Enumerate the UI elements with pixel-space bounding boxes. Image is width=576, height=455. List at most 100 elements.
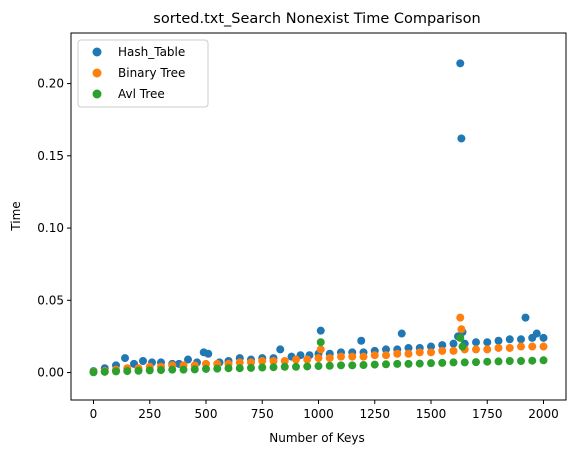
data-point <box>337 361 345 370</box>
data-point <box>456 59 465 68</box>
data-point <box>472 345 480 354</box>
data-point <box>204 349 213 358</box>
data-point <box>521 313 530 322</box>
data-point <box>528 356 537 365</box>
data-point <box>325 354 334 363</box>
x-tick-label: 1000 <box>303 407 334 421</box>
data-point <box>449 346 458 355</box>
x-tick-label: 1250 <box>359 407 390 421</box>
x-tick-label: 0 <box>90 407 98 421</box>
data-point <box>168 365 177 374</box>
data-point <box>370 360 379 369</box>
data-point <box>427 359 435 368</box>
data-point <box>179 365 188 374</box>
x-tick-label: 500 <box>195 407 218 421</box>
data-point <box>393 359 402 368</box>
data-point <box>292 355 300 364</box>
data-point <box>483 357 492 366</box>
data-point <box>460 358 469 367</box>
data-point <box>456 333 465 342</box>
data-point <box>438 346 447 355</box>
y-axis-label: Time <box>9 201 23 231</box>
data-point <box>235 364 244 373</box>
data-point <box>438 341 447 350</box>
data-point <box>316 338 325 347</box>
data-point <box>438 358 447 367</box>
data-point <box>404 349 413 358</box>
data-point <box>202 364 210 373</box>
data-point <box>517 342 525 351</box>
legend-marker <box>92 47 102 57</box>
series-layer <box>89 59 548 377</box>
legend-label: Hash_Table <box>118 45 185 59</box>
data-point <box>472 358 480 367</box>
data-point <box>456 313 465 322</box>
data-point <box>517 335 525 344</box>
data-point <box>269 356 278 365</box>
data-point <box>370 351 379 360</box>
data-point <box>359 352 368 361</box>
legend-box <box>77 39 209 108</box>
data-point <box>303 355 312 364</box>
data-point <box>539 333 548 342</box>
data-point <box>348 352 357 361</box>
data-point <box>357 336 366 345</box>
data-point <box>112 367 120 376</box>
data-point <box>427 348 435 357</box>
series-2-points <box>89 333 548 377</box>
data-point <box>382 345 390 354</box>
data-point <box>184 355 192 364</box>
data-point <box>539 342 548 351</box>
data-point <box>316 326 325 335</box>
legend-label: Avl Tree <box>118 87 165 101</box>
data-point <box>457 134 466 143</box>
data-point <box>458 342 467 351</box>
data-point <box>292 362 300 371</box>
x-tick-label: 1750 <box>472 407 503 421</box>
data-point <box>483 338 492 347</box>
data-point <box>494 336 503 345</box>
legend: Hash_Table Binary Tree Avl Tree <box>77 39 209 108</box>
data-point <box>494 357 503 366</box>
data-point <box>528 342 537 351</box>
data-point <box>483 345 492 354</box>
data-point <box>314 354 323 363</box>
data-point <box>316 345 325 354</box>
data-point <box>157 366 165 375</box>
y-tick-label: 0.10 <box>37 221 64 235</box>
x-tick-label: 250 <box>138 407 161 421</box>
x-tick-label: 1500 <box>416 407 447 421</box>
data-point <box>190 365 199 374</box>
data-point <box>397 329 406 338</box>
data-point <box>280 362 289 371</box>
data-point <box>415 359 424 368</box>
data-point <box>269 363 278 372</box>
y-tick-label: 0.15 <box>37 149 64 163</box>
data-point <box>121 354 129 363</box>
y-axis-ticks: 0.00 0.05 0.10 0.15 0.20 <box>37 77 71 380</box>
data-point <box>89 368 98 377</box>
x-axis-label: Number of Keys <box>269 431 364 445</box>
data-point <box>517 356 525 365</box>
y-tick-label: 0.05 <box>37 293 64 307</box>
data-point <box>505 343 514 352</box>
data-point <box>325 361 334 370</box>
x-axis-ticks: 0 250 500 750 1000 1250 1500 1750 2000 <box>90 400 559 421</box>
data-point <box>494 343 503 352</box>
data-point <box>449 358 458 367</box>
y-tick-label: 0.00 <box>37 366 64 380</box>
data-point <box>337 352 345 361</box>
data-point <box>348 361 357 370</box>
data-point <box>139 356 147 365</box>
data-point <box>280 356 289 365</box>
data-point <box>247 358 255 367</box>
data-point <box>276 345 285 354</box>
y-tick-label: 0.20 <box>37 77 64 91</box>
x-tick-label: 750 <box>251 407 274 421</box>
data-point <box>404 359 413 368</box>
data-point <box>235 358 244 367</box>
data-point <box>449 339 458 348</box>
data-point <box>415 348 424 357</box>
data-point <box>505 356 514 365</box>
data-point <box>224 364 233 373</box>
